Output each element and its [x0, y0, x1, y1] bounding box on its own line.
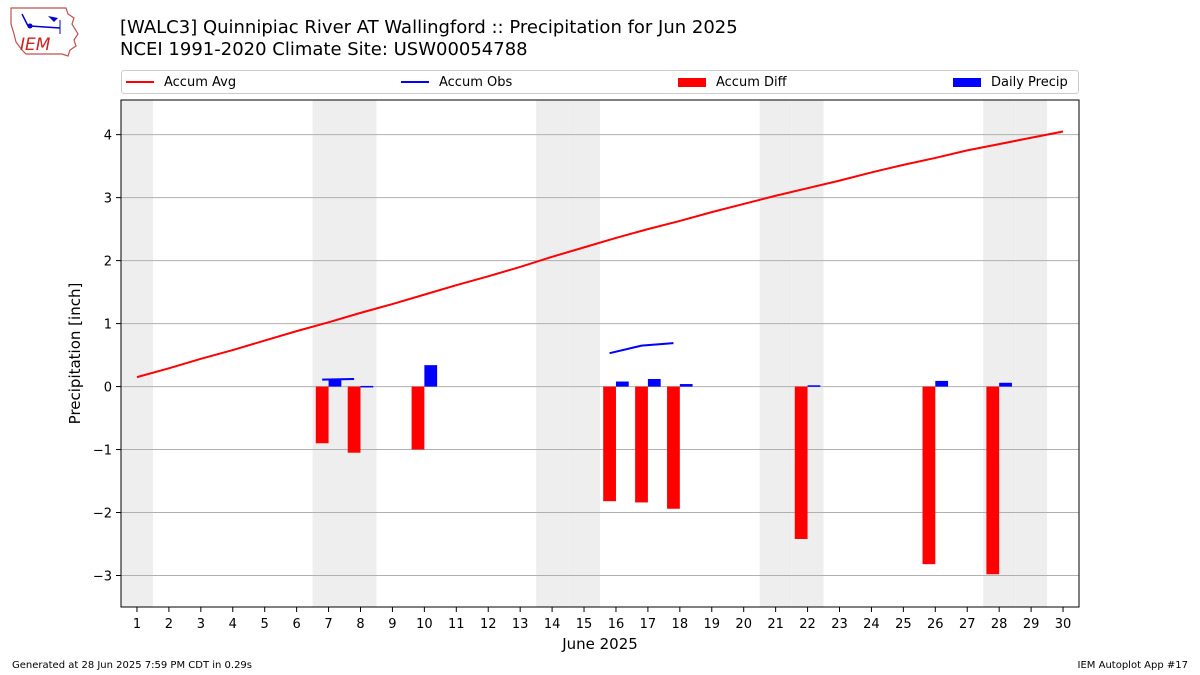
legend-label-daily-precip: Daily Precip [991, 74, 1068, 90]
x-tick-label-24: 24 [863, 617, 880, 632]
x-tick-label-26: 26 [927, 617, 944, 632]
legend: Accum Avg Accum Obs Accum Diff Daily Pre… [121, 70, 1079, 94]
daily-precip-bar-17 [647, 379, 661, 387]
x-tick-label-22: 22 [799, 617, 816, 632]
x-tick-label-15: 15 [576, 617, 593, 632]
weekend-shade-14 [536, 100, 569, 607]
accum-avg-line [136, 130, 1064, 379]
daily-precip-bar-10 [424, 365, 438, 387]
footer-app: IEM Autoplot App #17 [1077, 660, 1188, 671]
x-axis-label: June 2025 [561, 635, 638, 653]
accum-obs-line-1 [322, 378, 355, 381]
x-tick-label-14: 14 [544, 617, 561, 632]
y-tick-label--2: −2 [93, 507, 112, 522]
accum-obs-line-2 [609, 342, 674, 355]
chart-subtitle: NCEI 1991-2020 Climate Site: USW00054788 [120, 39, 528, 60]
weekend-shade-15 [568, 100, 600, 607]
legend-item-accum-diff: Accum Diff [678, 71, 787, 93]
accum-diff-bar-22 [794, 386, 808, 539]
x-tick-label-8: 8 [356, 617, 364, 632]
x-tick-label-30: 30 [1055, 617, 1072, 632]
x-tick-label-16: 16 [608, 617, 625, 632]
legend-swatch-accum-avg [126, 81, 154, 83]
y-tick-label-0: 0 [104, 381, 112, 396]
legend-item-accum-avg: Accum Avg [126, 71, 236, 93]
accum-diff-bar-8 [347, 386, 361, 453]
x-tick-label-2: 2 [165, 617, 173, 632]
logo-text: IEM [20, 35, 51, 55]
daily-precip-bar-16 [615, 381, 629, 387]
footer-generated: Generated at 28 Jun 2025 7:59 PM CDT in … [12, 660, 253, 671]
legend-label-accum-diff: Accum Diff [716, 74, 787, 90]
weekend-shade-7 [312, 100, 345, 607]
y-tick-label-3: 3 [104, 192, 112, 207]
x-tick-label-17: 17 [640, 617, 657, 632]
weekend-shade-8 [344, 100, 377, 607]
accum-diff-bar-17 [635, 386, 648, 503]
accum-diff-bar-28 [986, 386, 1000, 575]
x-tick-label-13: 13 [512, 617, 529, 632]
x-tick-label-11: 11 [448, 617, 465, 632]
chart-title: [WALC3] Quinnipiac River AT Wallingford … [120, 17, 738, 38]
x-tick-label-21: 21 [767, 617, 784, 632]
x-tick-label-29: 29 [1023, 617, 1040, 632]
iem-logo: IEM [10, 7, 79, 57]
y-tick-label-1: 1 [104, 318, 112, 333]
legend-item-accum-obs: Accum Obs [401, 71, 512, 93]
legend-swatch-accum-diff [678, 77, 706, 87]
y-tick-label--1: −1 [93, 444, 112, 459]
x-tick-label-18: 18 [672, 617, 689, 632]
x-tick-label-23: 23 [831, 617, 848, 632]
accum-diff-bar-18 [667, 386, 680, 509]
y-tick-label-2: 2 [104, 255, 112, 270]
daily-precip-bar-22 [807, 385, 821, 387]
x-tick-label-9: 9 [388, 617, 396, 632]
daily-precip-bar-26 [935, 380, 949, 387]
x-tick-label-7: 7 [324, 617, 332, 632]
x-tick-label-27: 27 [959, 617, 976, 632]
plot-frame [120, 99, 1080, 608]
x-tick-label-10: 10 [416, 617, 433, 632]
x-tick-label-6: 6 [292, 617, 300, 632]
y-tick-label--3: −3 [93, 570, 112, 585]
legend-item-daily-precip: Daily Precip [953, 71, 1068, 93]
legend-swatch-daily-precip [953, 77, 981, 87]
x-tick-label-1: 1 [133, 617, 141, 632]
x-tick-label-25: 25 [895, 617, 912, 632]
accum-diff-bar-16 [603, 386, 616, 502]
accum-diff-bar-10 [411, 386, 425, 450]
daily-precip-bar-8 [360, 385, 374, 388]
legend-label-accum-avg: Accum Avg [164, 74, 237, 90]
accum-diff-bar-26 [922, 386, 936, 565]
y-tick-label-4: 4 [104, 129, 112, 144]
x-tick-label-5: 5 [261, 617, 269, 632]
accum-diff-bar-7 [315, 386, 329, 444]
x-tick-label-19: 19 [703, 617, 720, 632]
legend-label-accum-obs: Accum Obs [439, 74, 513, 90]
weekend-shade-1 [121, 100, 153, 607]
daily-precip-bar-28 [999, 382, 1012, 387]
y-axis-label: Precipitation [inch] [66, 283, 84, 425]
x-tick-label-4: 4 [229, 617, 237, 632]
weekend-shade-21 [759, 100, 792, 607]
legend-swatch-accum-obs [401, 81, 429, 83]
x-tick-label-3: 3 [197, 617, 205, 632]
x-tick-label-28: 28 [991, 617, 1008, 632]
daily-precip-bar-7 [328, 379, 342, 387]
x-tick-label-12: 12 [480, 617, 497, 632]
weekend-shade-29 [1015, 100, 1048, 607]
daily-precip-bar-18 [679, 384, 693, 387]
x-tick-label-20: 20 [735, 617, 752, 632]
